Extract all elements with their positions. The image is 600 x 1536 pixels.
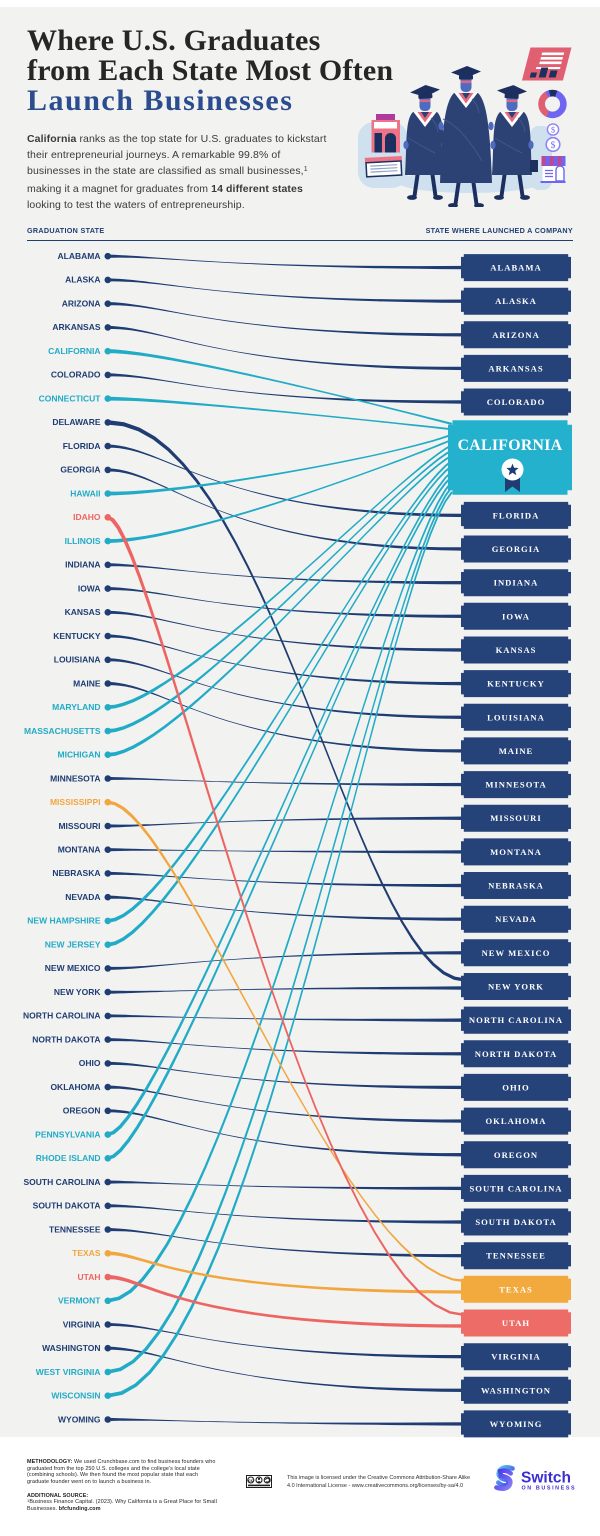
- svg-text:ALASKA: ALASKA: [65, 275, 100, 285]
- svg-text:NEW JERSEY: NEW JERSEY: [45, 940, 101, 950]
- svg-text:INDIANA: INDIANA: [494, 578, 539, 588]
- svg-text:HAWAII: HAWAII: [70, 488, 100, 498]
- svg-text:MISSOURI: MISSOURI: [58, 821, 100, 831]
- svg-text:Switch: Switch: [521, 1470, 571, 1487]
- svg-text:ARKANSAS: ARKANSAS: [52, 322, 101, 332]
- svg-text:LOUISIANA: LOUISIANA: [487, 712, 545, 722]
- svg-text:MONTANA: MONTANA: [58, 845, 101, 855]
- svg-text:NORTH DAKOTA: NORTH DAKOTA: [32, 1034, 100, 1044]
- svg-text:KENTUCKY: KENTUCKY: [53, 631, 101, 641]
- svg-text:WYOMING: WYOMING: [490, 1419, 543, 1429]
- svg-text:MAINE: MAINE: [73, 678, 101, 688]
- svg-text:WISCONSIN: WISCONSIN: [51, 1391, 100, 1401]
- svg-text:FLORIDA: FLORIDA: [63, 441, 101, 451]
- svg-text:GEORGIA: GEORGIA: [60, 465, 100, 475]
- svg-text:CALIFORNIA: CALIFORNIA: [48, 346, 100, 356]
- svg-text:NEVADA: NEVADA: [65, 892, 100, 902]
- svg-text:ALABAMA: ALABAMA: [58, 251, 101, 261]
- svg-text:OKLAHOMA: OKLAHOMA: [50, 1082, 100, 1092]
- svg-text:UTAH: UTAH: [78, 1272, 101, 1282]
- svg-text:NORTH DAKOTA: NORTH DAKOTA: [475, 1049, 557, 1059]
- svg-text:ALASKA: ALASKA: [495, 296, 537, 306]
- svg-text:COLORADO: COLORADO: [487, 397, 546, 407]
- svg-text:$: $: [551, 140, 556, 151]
- svg-text:ALABAMA: ALABAMA: [490, 263, 541, 273]
- svg-text:SOUTH DAKOTA: SOUTH DAKOTA: [33, 1201, 101, 1211]
- svg-text:INDIANA: INDIANA: [65, 560, 100, 570]
- svg-text:MASSACHUSETTS: MASSACHUSETTS: [24, 726, 101, 736]
- svg-text:CALIFORNIA: CALIFORNIA: [458, 437, 563, 454]
- svg-text:ILLINOIS: ILLINOIS: [65, 536, 101, 546]
- svg-text:ARIZONA: ARIZONA: [492, 330, 540, 340]
- svg-text:COLORADO: COLORADO: [51, 370, 101, 380]
- svg-text:NEBRASKA: NEBRASKA: [488, 881, 544, 891]
- svg-text:LOUISIANA: LOUISIANA: [54, 655, 101, 665]
- svg-text:KANSAS: KANSAS: [65, 607, 101, 617]
- svg-text:VIRGINIA: VIRGINIA: [63, 1319, 101, 1329]
- svg-text:TENNESSEE: TENNESSEE: [486, 1251, 546, 1261]
- svg-text:GRADUATION STATE: GRADUATION STATE: [27, 226, 104, 235]
- svg-text:NEW YORK: NEW YORK: [488, 982, 544, 992]
- svg-text:IOWA: IOWA: [78, 583, 101, 593]
- svg-text:NEW MEXICO: NEW MEXICO: [482, 948, 551, 958]
- svg-text:MONTANA: MONTANA: [490, 847, 542, 857]
- svg-text:MINNESOTA: MINNESOTA: [50, 773, 100, 783]
- svg-text:MISSOURI: MISSOURI: [490, 813, 541, 823]
- svg-text:UTAH: UTAH: [502, 1318, 530, 1328]
- svg-text:CONNECTICUT: CONNECTICUT: [39, 393, 102, 403]
- svg-text:NORTH CAROLINA: NORTH CAROLINA: [469, 1015, 563, 1025]
- svg-text:MISSISSIPPI: MISSISSIPPI: [50, 797, 101, 807]
- svg-text:OREGON: OREGON: [494, 1150, 538, 1160]
- svg-text:NEW MEXICO: NEW MEXICO: [45, 963, 101, 973]
- svg-text:ARIZONA: ARIZONA: [62, 299, 101, 309]
- svg-text:IDAHO: IDAHO: [73, 512, 101, 522]
- svg-text:NEW YORK: NEW YORK: [54, 987, 101, 997]
- svg-text:$: $: [551, 125, 555, 134]
- svg-text:cc: cc: [248, 1478, 254, 1483]
- svg-text:KENTUCKY: KENTUCKY: [487, 679, 545, 689]
- svg-text:SOUTH CAROLINA: SOUTH CAROLINA: [469, 1183, 562, 1193]
- svg-text:WEST VIRGINIA: WEST VIRGINIA: [36, 1367, 101, 1377]
- svg-text:OHIO: OHIO: [79, 1058, 101, 1068]
- svg-text:SOUTH DAKOTA: SOUTH DAKOTA: [475, 1217, 556, 1227]
- svg-text:VERMONT: VERMONT: [58, 1296, 101, 1306]
- svg-text:ARKANSAS: ARKANSAS: [488, 363, 543, 373]
- svg-text:ON BUSINESS: ON BUSINESS: [522, 1486, 577, 1492]
- svg-text:TEXAS: TEXAS: [499, 1284, 533, 1294]
- svg-text:NEBRASKA: NEBRASKA: [52, 868, 100, 878]
- svg-text:OHIO: OHIO: [502, 1082, 529, 1092]
- svg-text:RHODE ISLAND: RHODE ISLAND: [36, 1153, 101, 1163]
- svg-text:MARYLAND: MARYLAND: [52, 702, 100, 712]
- svg-text:KANSAS: KANSAS: [496, 645, 537, 655]
- svg-text:TEXAS: TEXAS: [72, 1248, 101, 1258]
- svg-text:MICHIGAN: MICHIGAN: [58, 750, 101, 760]
- svg-text:WYOMING: WYOMING: [58, 1414, 101, 1424]
- svg-text:PENNSYLVANIA: PENNSYLVANIA: [35, 1129, 100, 1139]
- svg-text:MAINE: MAINE: [499, 746, 534, 756]
- svg-text:SOUTH CAROLINA: SOUTH CAROLINA: [24, 1177, 101, 1187]
- svg-text:TENNESSEE: TENNESSEE: [49, 1224, 101, 1234]
- svg-text:FLORIDA: FLORIDA: [493, 510, 540, 520]
- svg-text:OKLAHOMA: OKLAHOMA: [486, 1116, 547, 1126]
- svg-text:VIRGINIA: VIRGINIA: [491, 1352, 541, 1362]
- svg-text:NEW HAMPSHIRE: NEW HAMPSHIRE: [27, 916, 101, 926]
- svg-text:NEVADA: NEVADA: [495, 914, 537, 924]
- svg-text:OREGON: OREGON: [63, 1106, 101, 1116]
- svg-text:NORTH CAROLINA: NORTH CAROLINA: [23, 1011, 100, 1021]
- svg-text:IOWA: IOWA: [502, 611, 530, 621]
- svg-text:DELAWARE: DELAWARE: [52, 417, 101, 427]
- svg-text:GEORGIA: GEORGIA: [492, 544, 541, 554]
- svg-text:WASHINGTON: WASHINGTON: [481, 1385, 551, 1395]
- svg-text:WASHINGTON: WASHINGTON: [42, 1343, 100, 1353]
- svg-text:MINNESOTA: MINNESOTA: [485, 780, 546, 790]
- svg-text:STATE WHERE LAUNCHED A COMPANY: STATE WHERE LAUNCHED A COMPANY: [426, 226, 573, 235]
